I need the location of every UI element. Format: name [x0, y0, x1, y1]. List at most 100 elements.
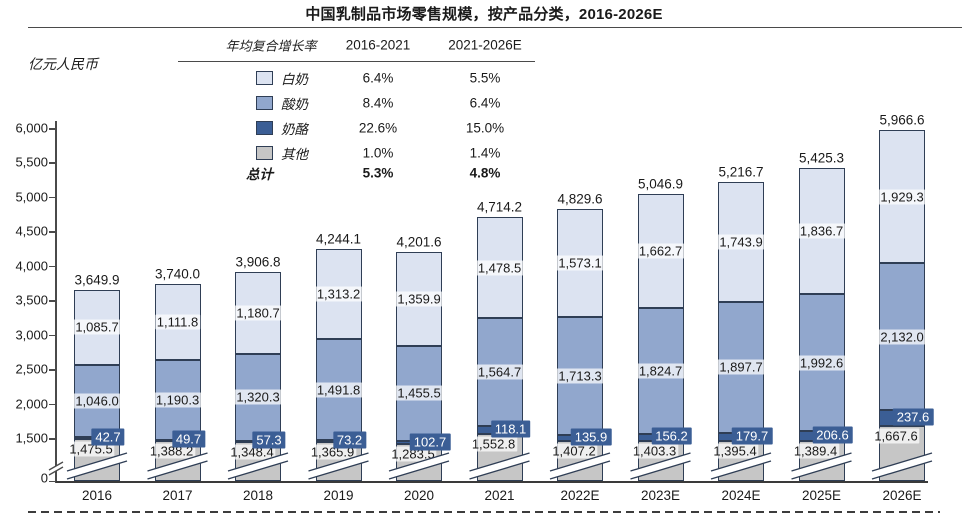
- segment-label-cheese: 102.7: [409, 433, 451, 451]
- cagr-value: 8.4%: [362, 95, 394, 111]
- legend-total-label: 总计: [246, 167, 273, 182]
- y-tick-label: 3,500: [15, 292, 48, 308]
- y-tick-mark: [49, 162, 56, 164]
- y-tick-mark: [49, 231, 56, 233]
- segment-label-other: 1,395.4: [711, 443, 759, 459]
- segment-label-white-milk: 1,180.7: [234, 305, 282, 321]
- segment-label-cheese: 73.2: [332, 431, 367, 449]
- segment-label-white-milk: 1,085.7: [73, 319, 121, 335]
- bar-total-label: 3,740.0: [154, 266, 201, 282]
- legend-label: 奶酪: [281, 122, 308, 137]
- segment-label-yogurt: 1,455.5: [395, 385, 443, 401]
- segment-label-other: 1,403.3: [630, 443, 679, 459]
- legend-swatch-1: [256, 71, 273, 85]
- cagr-value: 1.0%: [362, 145, 394, 160]
- bar-total-label: 5,216.7: [718, 164, 764, 180]
- cagr-value: 22.6%: [358, 120, 398, 136]
- x-axis-category-label: 2019: [323, 488, 354, 503]
- cagr-header-col1: 2016-2021: [345, 37, 411, 53]
- cagr-total-value: 5.3%: [362, 165, 394, 181]
- y-tick-mark: [49, 369, 56, 371]
- y-tick-label: 6,000: [15, 120, 48, 136]
- legend-header-divider: [178, 61, 535, 62]
- y-tick-label: 5,500: [15, 154, 48, 170]
- x-axis-category-label: 2016: [81, 488, 113, 503]
- segment-label-cheese: 179.7: [731, 427, 773, 445]
- y-tick-mark: [49, 334, 56, 337]
- y-axis-line: [55, 121, 57, 483]
- segment-label-yogurt: 1,564.7: [475, 364, 524, 380]
- segment-label-white-milk: 1,313.2: [314, 286, 363, 302]
- segment-label-white-milk: 1,662.7: [636, 243, 685, 259]
- y-tick-mark: [49, 300, 56, 302]
- y-tick-mark: [49, 128, 56, 130]
- segment-label-other: 1,667.6: [872, 428, 920, 444]
- cagr-total-value: 4.8%: [469, 165, 501, 181]
- x-axis-category-label: 2023E: [640, 488, 681, 503]
- cagr-header-col2: 2021-2026E: [448, 37, 522, 53]
- segment-label-white-milk: 1,836.7: [797, 223, 846, 239]
- bar-total-label: 5,966.6: [879, 112, 925, 128]
- y-tick-label: 5,000: [15, 189, 48, 205]
- legend-swatch-4: [256, 145, 273, 160]
- segment-label-white-milk: 1,743.9: [717, 234, 765, 250]
- segment-label-cheese: 156.2: [651, 427, 692, 445]
- segment-label-yogurt: 1,190.3: [153, 392, 202, 408]
- legend-label: 酸奶: [281, 97, 308, 112]
- y-tick-mark: [49, 196, 56, 199]
- y-tick-mark: [49, 438, 56, 440]
- segment-label-cheese: 237.6: [892, 408, 934, 426]
- cagr-header-label: 年均复合增长率: [225, 38, 317, 54]
- title-divider: [28, 27, 962, 28]
- x-axis-category-label: 2026E: [882, 488, 922, 503]
- segment-label-white-milk: 1,478.5: [475, 260, 524, 275]
- segment-label-yogurt: 1,992.6: [797, 355, 846, 371]
- x-axis-category-label: 2017: [162, 488, 193, 503]
- cagr-value: 1.4%: [469, 145, 501, 160]
- chart-title: 中国乳制品市场零售规模，按产品分类，2016-2026E: [305, 6, 663, 23]
- segment-label-white-milk: 1,573.1: [556, 255, 604, 271]
- legend-swatch-2: [256, 96, 273, 110]
- segment-label-yogurt: 1,713.3: [556, 368, 604, 384]
- bar-total-label: 5,046.9: [637, 176, 684, 192]
- y-tick-label: 0: [40, 470, 48, 486]
- y-tick-label: 3,000: [15, 327, 48, 343]
- y-tick-mark: [49, 480, 56, 482]
- segment-label-yogurt: 1,897.7: [717, 359, 765, 375]
- x-axis-category-label: 2020: [403, 488, 435, 503]
- segment-label-cheese: 49.7: [171, 430, 206, 448]
- bar-total-label: 4,201.6: [396, 234, 442, 250]
- segment-label-white-milk: 1,929.3: [878, 189, 926, 205]
- x-axis-category-label: 2025E: [801, 488, 842, 503]
- x-axis-category-label: 2022E: [560, 488, 600, 503]
- cagr-value: 15.0%: [465, 120, 505, 136]
- y-tick-label: 2,000: [15, 396, 48, 412]
- bar-total-label: 4,244.1: [315, 231, 362, 247]
- segment-label-cheese: 118.1: [490, 420, 531, 438]
- y-axis-unit-label: 亿元人民币: [28, 58, 98, 73]
- x-axis-line: [56, 480, 928, 483]
- segment-label-cheese: 135.9: [570, 428, 612, 446]
- bar-total-label: 5,425.3: [798, 150, 845, 166]
- segment-label-other: 1,407.2: [550, 443, 598, 459]
- segment-label-cheese: 42.7: [91, 428, 125, 446]
- y-tick-label: 2,500: [15, 361, 48, 377]
- legend-label: 其他: [281, 146, 308, 162]
- segment-label-cheese: 57.3: [252, 431, 286, 449]
- segment-label-yogurt: 1,491.8: [314, 382, 363, 398]
- segment-label-white-milk: 1,359.9: [395, 291, 443, 307]
- segment-label-yogurt: 2,132.0: [878, 329, 926, 345]
- x-axis-category-label: 2024E: [721, 488, 761, 503]
- y-tick-label: 4,500: [15, 223, 48, 239]
- bar-total-label: 3,649.9: [74, 272, 120, 288]
- y-tick-label: 1,500: [15, 430, 48, 446]
- y-tick-label: 4,000: [15, 258, 48, 274]
- cagr-value: 6.4%: [362, 70, 394, 86]
- x-axis-category-label: 2021: [484, 488, 515, 503]
- segment-label-white-milk: 1,111.8: [154, 314, 201, 330]
- legend-swatch-3: [256, 121, 273, 135]
- y-tick-mark: [49, 403, 56, 406]
- cagr-value: 5.5%: [469, 70, 501, 86]
- cagr-value: 6.4%: [469, 95, 501, 111]
